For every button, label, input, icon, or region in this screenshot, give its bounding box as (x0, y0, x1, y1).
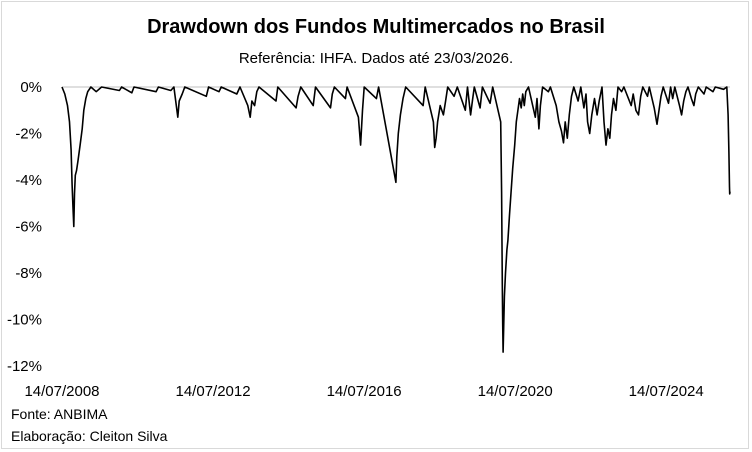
chart-subtitle: Referência: IHFA. Dados até 23/03/2026. (238, 50, 514, 67)
x-tick-label: 14/07/2024 (629, 383, 704, 400)
y-axis-tick-labels: 0% -2% -4% -6% -8% -10% -12% (7, 79, 42, 375)
y-tick-label: -4% (15, 172, 42, 189)
x-tick-label: 14/07/2020 (478, 383, 553, 400)
author-note: Elaboração: Cleiton Silva (11, 428, 168, 444)
x-tick-label: 14/07/2008 (24, 383, 99, 400)
y-tick-label: -10% (7, 312, 42, 329)
x-tick-label: 14/07/2012 (176, 383, 251, 400)
x-tick-label: 14/07/2016 (327, 383, 402, 400)
chart-title: Drawdown dos Fundos Multimercados no Bra… (147, 16, 605, 38)
x-axis-tick-labels: 14/07/2008 14/07/2012 14/07/2016 14/07/2020… (24, 383, 703, 400)
drawdown-series-line (61, 86, 731, 353)
y-tick-label: -8% (15, 265, 42, 282)
y-tick-label: -2% (15, 126, 42, 143)
y-tick-label: 0% (20, 79, 42, 96)
y-tick-label: -6% (15, 219, 42, 236)
source-note: Fonte: ANBIMA (11, 406, 108, 422)
y-tick-label: -12% (7, 358, 42, 375)
